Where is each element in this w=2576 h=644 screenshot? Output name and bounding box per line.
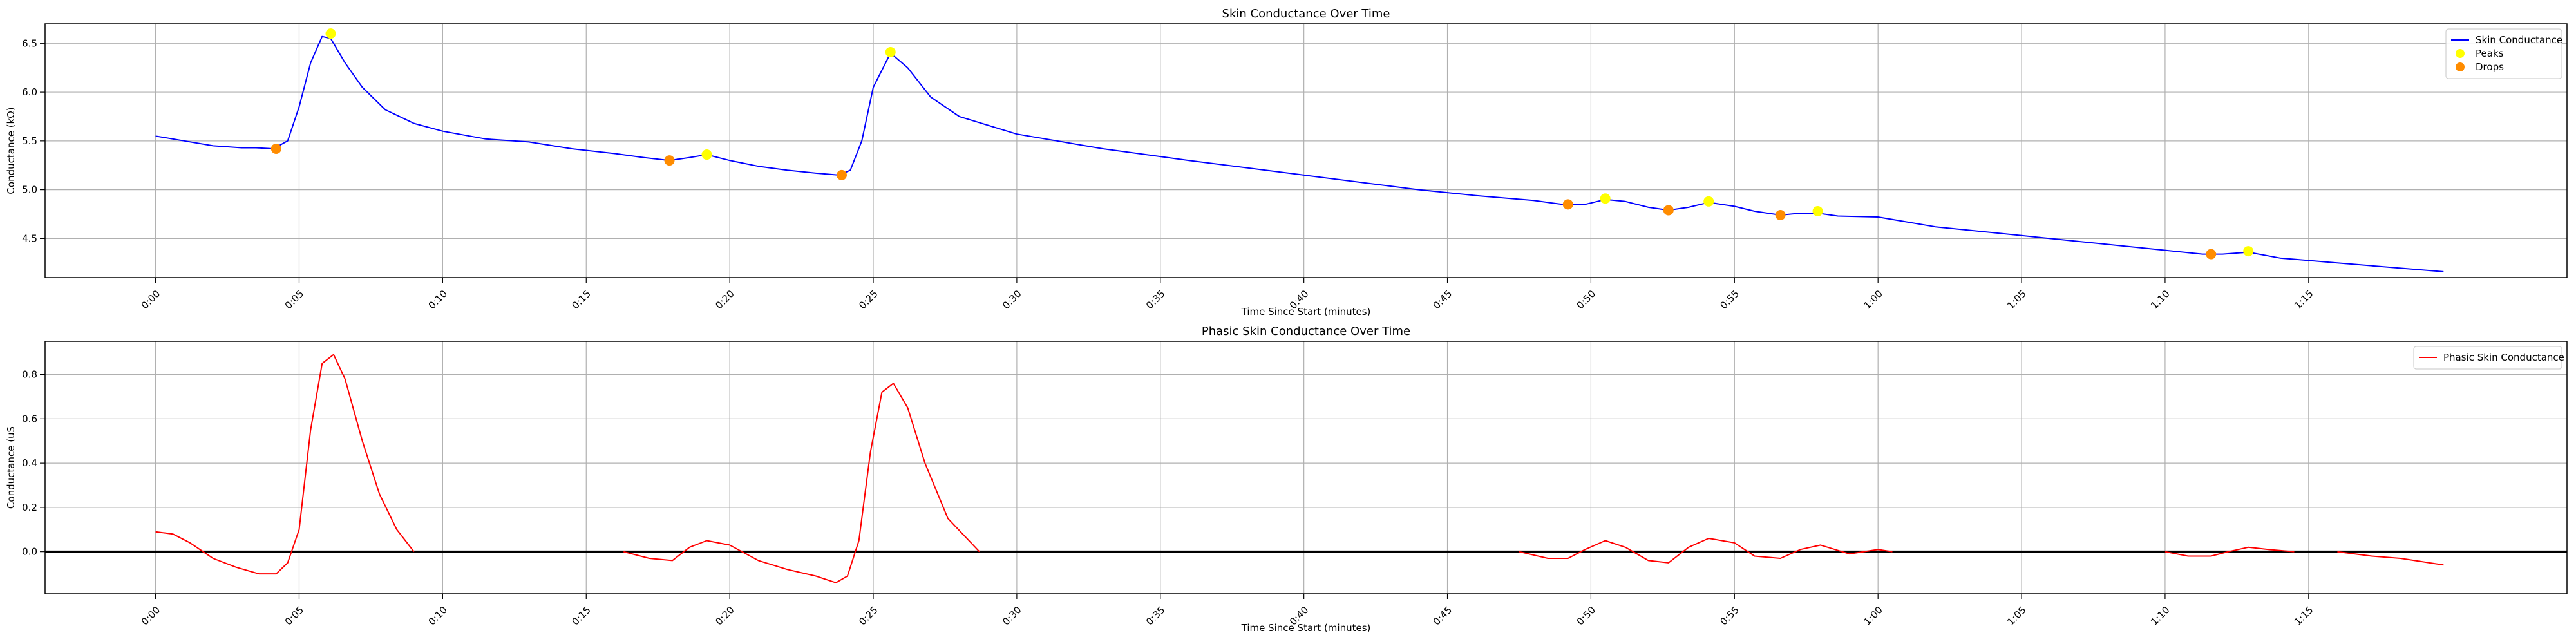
x-tick-label: 0:45	[1431, 604, 1455, 628]
series-line-segment	[2164, 546, 2295, 557]
y-tick-label: 0.4	[22, 457, 37, 469]
marker-peak	[701, 149, 712, 160]
x-tick-label: 1:15	[2292, 288, 2316, 312]
y-tick-label: 6.5	[22, 37, 37, 49]
marker-peak	[1600, 193, 1611, 204]
x-tick-label: 0:15	[569, 604, 593, 628]
chart-title: Skin Conductance Over Time	[1222, 7, 1390, 21]
y-tick-label: 5.0	[22, 184, 37, 196]
legend-marker	[2456, 49, 2465, 58]
x-tick-label: 0:25	[857, 288, 880, 312]
x-tick-label: 0:30	[1000, 288, 1024, 312]
y-axis-label: Conductance (uS	[5, 426, 17, 509]
plot-frame	[44, 23, 2568, 278]
x-tick-label: 0:05	[283, 604, 307, 628]
chart-1: 0:00 0:05 0:10 0:15 0:20 0:25 0:30 0:35 0:40 0:45…	[5, 7, 2568, 317]
x-tick-label: 1:00	[1861, 288, 1885, 312]
y-axis-label: Conductance (kΩ)	[5, 107, 17, 194]
y-tick-label: 5.5	[22, 135, 37, 147]
plot-frame	[44, 341, 2568, 594]
x-tick-label: 0:00	[139, 604, 163, 628]
x-tick-label: 0:20	[713, 604, 737, 628]
x-tick-label: 0:55	[1718, 604, 1741, 628]
series-phasic-skin-conductance	[155, 354, 2444, 583]
legend-label: Drops	[2476, 61, 2504, 73]
x-tick-label: 1:05	[2005, 604, 2029, 628]
x-tick-label: 1:05	[2005, 288, 2029, 312]
x-tick-label: 0:50	[1575, 288, 1598, 312]
legend-box	[2413, 346, 2562, 370]
x-tick-label: 0:15	[569, 288, 593, 312]
x-axis-label: Time Since Start (minutes)	[1241, 306, 1371, 317]
legend-label: Phasic Skin Conductance	[2443, 352, 2564, 363]
x-tick-label: 1:10	[2148, 288, 2172, 312]
series-line-segment	[1519, 538, 1893, 564]
x-tick-label: 0:20	[713, 288, 737, 312]
marker-peak	[2243, 246, 2254, 257]
marker-drop	[1775, 210, 1786, 221]
x-tick-label: 0:55	[1718, 288, 1741, 312]
x-tick-label: 0:10	[426, 288, 450, 312]
marker-drop	[1562, 199, 1573, 210]
series-line-segment	[623, 383, 980, 583]
legend-marker	[2456, 62, 2465, 71]
series-line-segment	[155, 35, 2444, 272]
y-tick-label: 0.8	[22, 369, 37, 381]
marker-peak	[325, 28, 336, 39]
y-tick-label: 0.2	[22, 502, 37, 513]
marker-drop	[2206, 249, 2217, 260]
y-tick-label: 4.5	[22, 232, 37, 244]
series-line-segment	[2337, 551, 2444, 566]
marker-peak	[1812, 205, 1823, 216]
legend: Phasic Skin Conductance	[2413, 346, 2564, 370]
series-drops	[270, 143, 2217, 260]
x-tick-label: 1:00	[1861, 604, 1885, 628]
marker-peak	[1703, 196, 1714, 207]
legend-label: Peaks	[2476, 48, 2504, 59]
chart-2: 0:00 0:05 0:10 0:15 0:20 0:25 0:30 0:35 0:40 0:45…	[5, 325, 2568, 634]
series-skin-conductance	[155, 35, 2444, 272]
series-peaks	[325, 28, 2254, 257]
x-tick-label: 0:10	[426, 604, 450, 628]
x-tick-label: 0:05	[283, 288, 307, 312]
x-tick-label: 0:35	[1144, 604, 1168, 628]
x-tick-label: 0:00	[139, 288, 163, 312]
x-tick-label: 1:10	[2148, 604, 2172, 628]
grid	[45, 24, 2567, 278]
marker-peak	[885, 46, 896, 57]
x-tick-label: 1:15	[2292, 604, 2316, 628]
marker-drop	[270, 143, 281, 154]
x-tick-label: 0:30	[1000, 604, 1024, 628]
x-tick-label: 0:45	[1431, 288, 1455, 312]
y-tick-label: 0.6	[22, 413, 37, 424]
chart-title: Phasic Skin Conductance Over Time	[1202, 325, 1410, 338]
marker-drop	[664, 155, 675, 166]
x-axis-label: Time Since Start (minutes)	[1241, 622, 1371, 634]
legend-label: Skin Conductance	[2476, 34, 2562, 46]
legend: Skin Conductance Peaks Drops	[2445, 28, 2562, 79]
x-tick-label: 0:50	[1575, 604, 1598, 628]
y-tick-label: 6.0	[22, 86, 37, 98]
x-tick-label: 0:35	[1144, 288, 1168, 312]
series-line-segment	[155, 354, 415, 575]
legend-box	[2445, 28, 2562, 79]
y-tick-label: 0.0	[22, 546, 37, 558]
x-tick-label: 0:25	[857, 604, 880, 628]
marker-drop	[1663, 205, 1674, 216]
marker-drop	[836, 169, 847, 180]
